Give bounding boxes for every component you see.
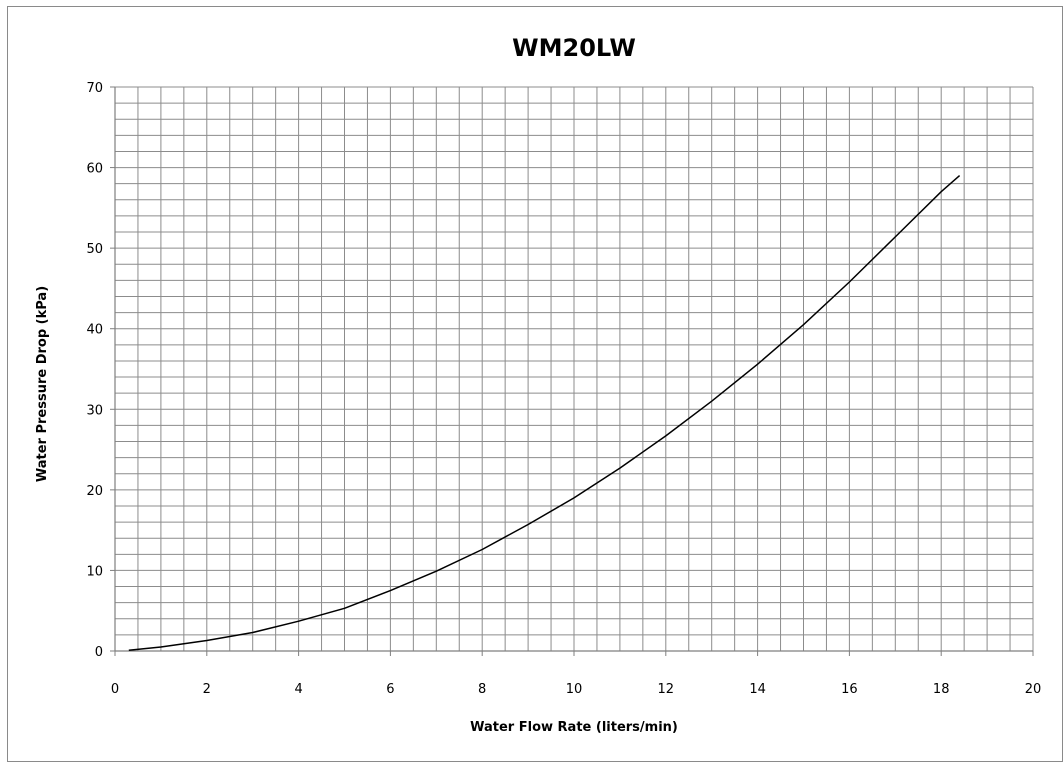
grid [114, 86, 1034, 652]
x-tick-label: 20 [1025, 682, 1042, 697]
y-axis-label: Water Pressure Drop (kPa) [35, 286, 50, 482]
x-axis-label: Water Flow Rate (liters/min) [470, 720, 678, 735]
series-line [128, 175, 961, 651]
axes [110, 86, 1034, 656]
x-tick-label: 14 [749, 682, 766, 697]
x-tick-label: 12 [658, 682, 675, 697]
chart-title: WM20LW [512, 34, 636, 62]
x-tick-label: 4 [294, 682, 302, 697]
series-layer [128, 175, 961, 651]
x-tick-label: 18 [933, 682, 950, 697]
tick-labels: 0 2 4 6 8 10 12 14 16 18 20 0 10 20 30 40 50 60 70 [86, 81, 1041, 697]
x-tick-label: 2 [203, 682, 211, 697]
y-tick-label: 50 [86, 242, 103, 257]
y-tick-label: 70 [86, 81, 103, 96]
y-tick-label: 10 [86, 564, 103, 579]
y-tick-label: 60 [86, 162, 103, 177]
x-tick-label: 6 [386, 682, 394, 697]
x-tick-label: 8 [478, 682, 486, 697]
y-tick-label: 0 [95, 645, 103, 660]
x-tick-label: 10 [566, 682, 583, 697]
chart-frame [7, 6, 1063, 762]
y-tick-label: 40 [86, 323, 103, 338]
x-tick-label: 0 [111, 682, 119, 697]
x-tick-label: 16 [841, 682, 858, 697]
y-tick-label: 30 [86, 403, 103, 418]
y-tick-label: 20 [86, 484, 103, 499]
